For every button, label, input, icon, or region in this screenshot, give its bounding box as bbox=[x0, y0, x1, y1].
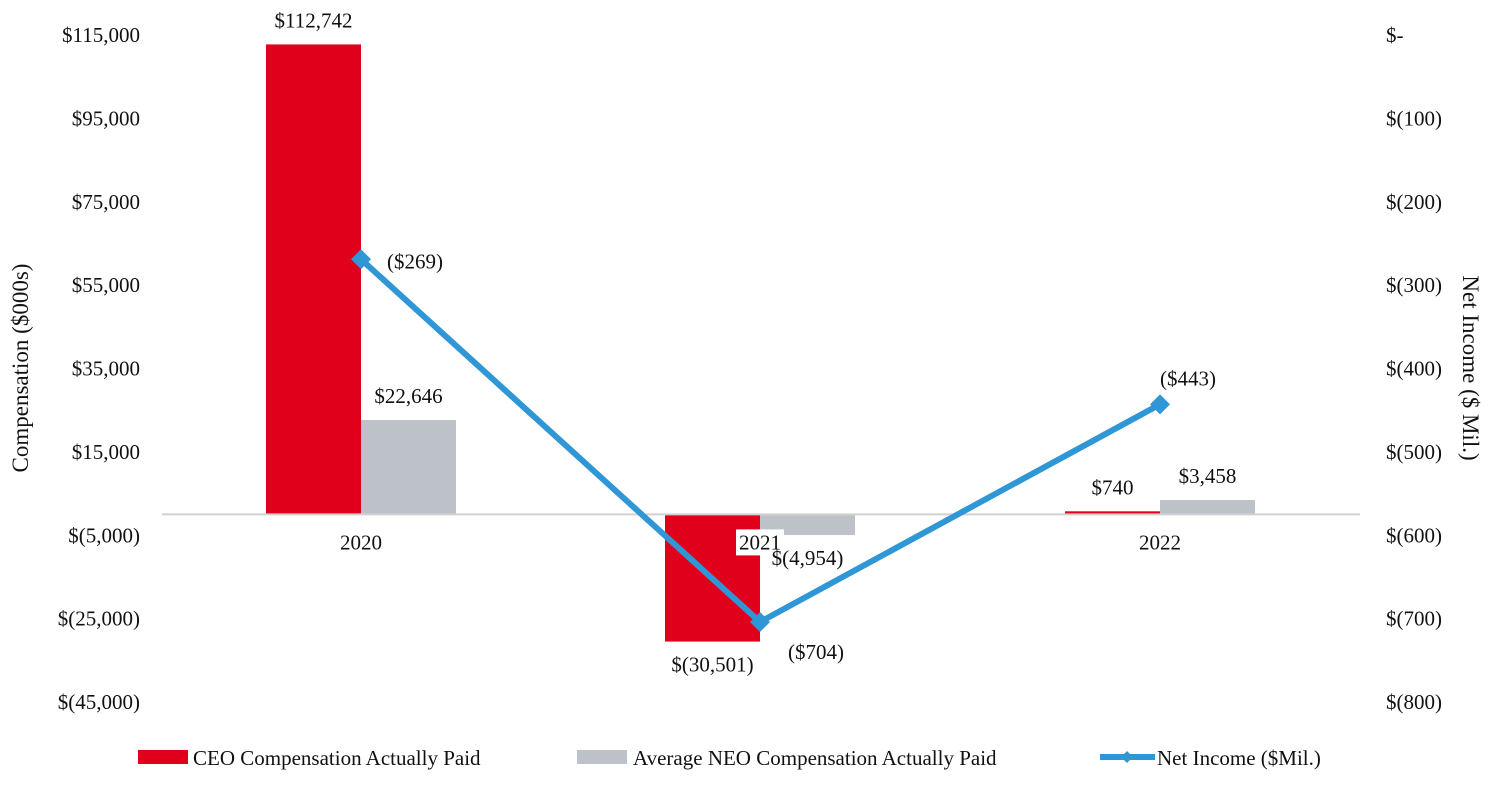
left-tick-label: $35,000 bbox=[72, 357, 140, 381]
right-tick-label: $(600) bbox=[1386, 523, 1442, 547]
net-income-value-label: ($443) bbox=[1160, 366, 1216, 390]
legend-neo-label: Average NEO Compensation Actually Paid bbox=[633, 746, 997, 770]
net-income-value-label: ($704) bbox=[788, 640, 844, 664]
ceo-bar-2020 bbox=[266, 44, 361, 515]
category-labels: 2020 2021 2022 bbox=[340, 529, 1181, 556]
left-tick-label: $95,000 bbox=[72, 106, 140, 130]
ceo-bar-2022 bbox=[1065, 511, 1160, 515]
net-income-marker-2020 bbox=[351, 249, 371, 270]
category-label: 2020 bbox=[340, 530, 382, 554]
left-tick-label: $55,000 bbox=[72, 273, 140, 297]
legend-ceo-swatch bbox=[138, 750, 188, 764]
left-tick-label: $(25,000) bbox=[58, 607, 140, 631]
right-tick-label: $(800) bbox=[1386, 690, 1442, 714]
data-labels: $112,742 $(30,501) $740 $22,646 $(4,954) $3,4… bbox=[275, 8, 1237, 676]
right-tick-label: $(100) bbox=[1386, 106, 1442, 130]
category-label: 2021 bbox=[739, 530, 781, 554]
left-tick-label: $(5,000) bbox=[68, 523, 140, 547]
neo-value-label: $3,458 bbox=[1179, 464, 1237, 488]
ceo-value-label: $(30,501) bbox=[671, 653, 753, 677]
neo-value-label: $22,646 bbox=[374, 384, 442, 408]
right-axis-title: Net Income ($ Mil.) bbox=[1458, 275, 1483, 460]
category-label: 2022 bbox=[1139, 530, 1181, 554]
net-income-marker-2021 bbox=[750, 611, 770, 632]
net-income-marker-2022 bbox=[1150, 394, 1170, 415]
right-tick-label: $(500) bbox=[1386, 440, 1442, 464]
neo-bar-2022 bbox=[1160, 499, 1255, 515]
right-tick-label: $(700) bbox=[1386, 607, 1442, 631]
left-tick-label: $(45,000) bbox=[58, 690, 140, 714]
legend-ceo-label: CEO Compensation Actually Paid bbox=[193, 746, 481, 770]
left-tick-label: $75,000 bbox=[72, 190, 140, 214]
category-label-bg bbox=[736, 529, 784, 556]
left-tick-label: $115,000 bbox=[62, 23, 140, 47]
neo-value-label: $(4,954) bbox=[772, 546, 844, 570]
right-tick-label: $(400) bbox=[1386, 357, 1442, 381]
legend-neo-swatch bbox=[577, 750, 627, 764]
left-axis-title: Compensation ($000s) bbox=[8, 264, 33, 473]
legend-net-income-marker bbox=[1121, 751, 1133, 763]
net-income-value-label: ($269) bbox=[387, 249, 443, 273]
right-tick-label: $- bbox=[1386, 23, 1404, 47]
ceo-value-label: $112,742 bbox=[275, 8, 353, 32]
right-axis-ticks: $- $(100) $(200) $(300) $(400) $(500) $(600) $(… bbox=[1386, 23, 1442, 714]
legend-net-income-label: Net Income ($Mil.) bbox=[1157, 746, 1321, 770]
legend: CEO Compensation Actually Paid Average NE… bbox=[138, 746, 1321, 770]
left-tick-label: $15,000 bbox=[72, 440, 140, 464]
ceo-value-label: $740 bbox=[1092, 475, 1134, 499]
neo-bar-2020 bbox=[361, 420, 456, 515]
left-axis-ticks: $115,000 $95,000 $75,000 $55,000 $35,000 $15,… bbox=[58, 23, 140, 714]
net-income-line bbox=[358, 257, 1162, 625]
net-income-line-layer bbox=[351, 249, 1170, 632]
right-tick-label: $(300) bbox=[1386, 273, 1442, 297]
right-tick-label: $(200) bbox=[1386, 190, 1442, 214]
